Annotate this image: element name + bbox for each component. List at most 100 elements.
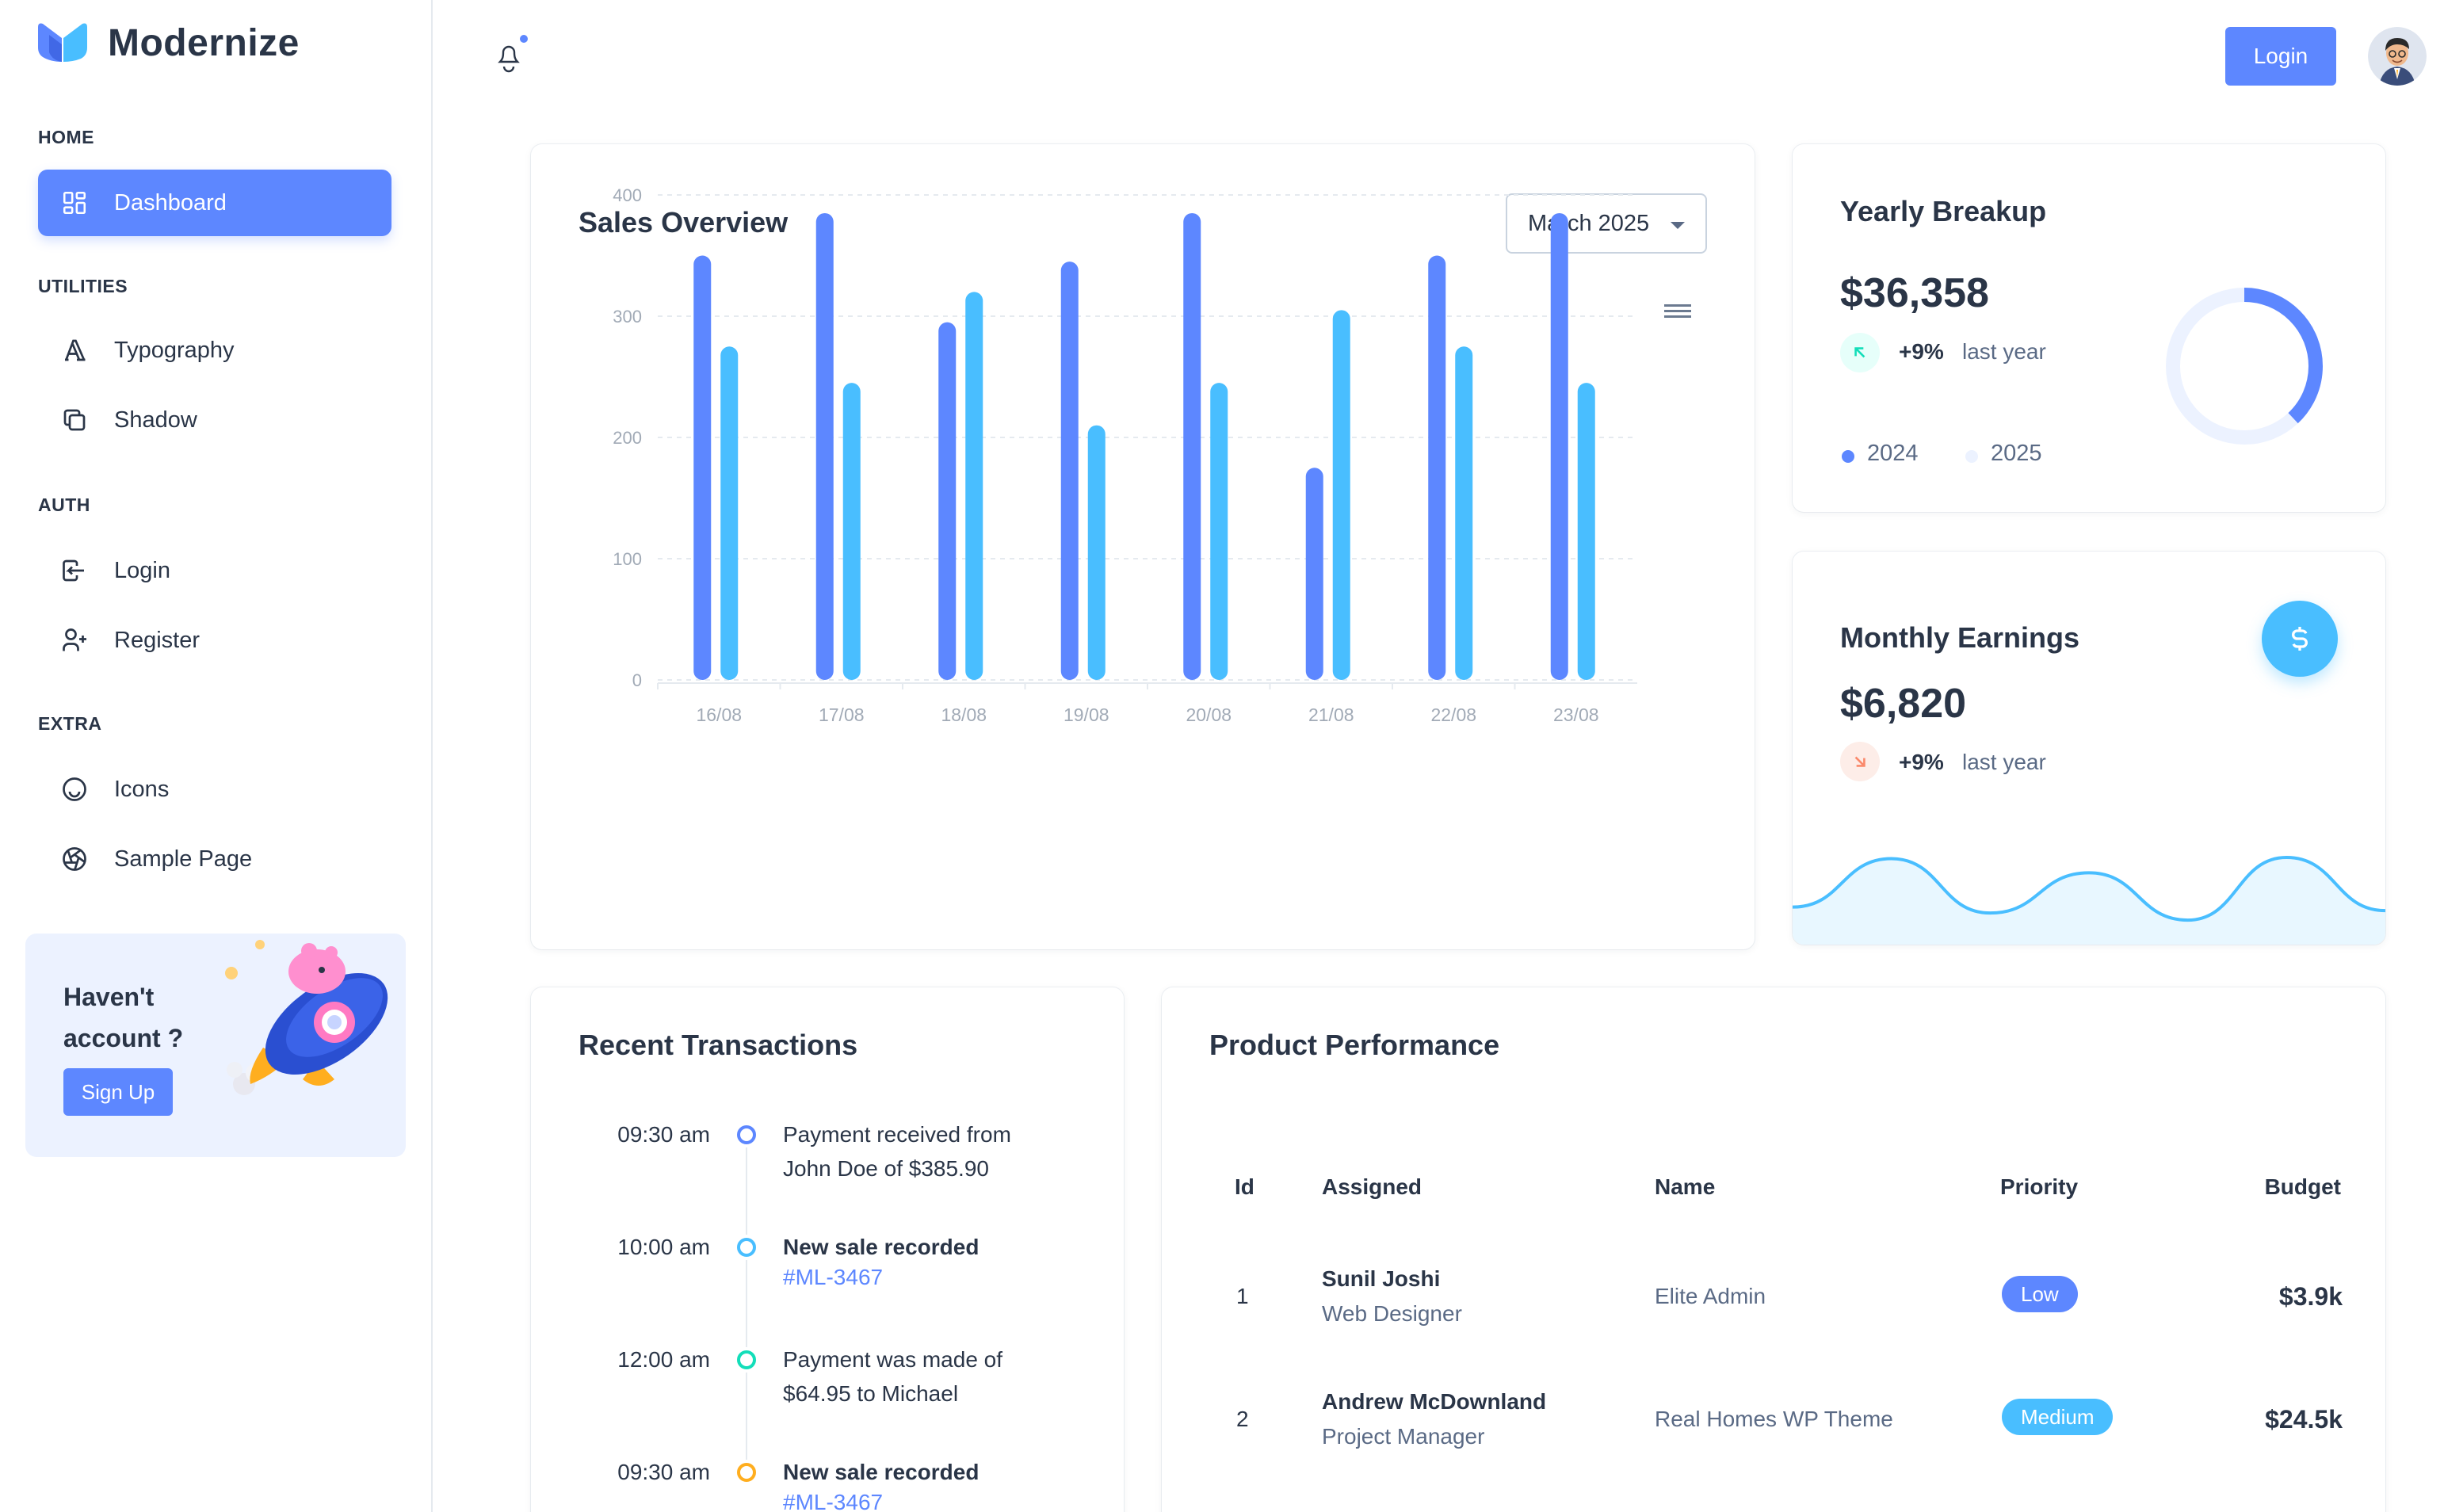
row-id: 1 — [1236, 1284, 1249, 1308]
y-tick-label: 100 — [613, 549, 642, 569]
bar-series-2[interactable] — [1577, 383, 1595, 680]
month-select[interactable]: March 2025 — [1506, 193, 1707, 254]
login-icon — [59, 555, 90, 586]
sidebar-item-dashboard[interactable]: Dashboard — [38, 170, 391, 236]
donut-slice-2[interactable] — [2166, 288, 2323, 445]
row-id: 2 — [1236, 1407, 1249, 1431]
bar-series-2[interactable] — [1332, 310, 1350, 680]
bar-series-1[interactable] — [1060, 262, 1079, 680]
nav-caption-utilities: UTILITIES — [38, 276, 128, 296]
bar-series-2[interactable] — [842, 383, 861, 680]
header-login-button[interactable]: Login — [2225, 27, 2336, 86]
y-tick-label: 0 — [632, 670, 642, 690]
bar-series-2[interactable] — [720, 346, 739, 680]
legend-label-2024: 2024 — [1867, 441, 1919, 466]
notification-bell-icon[interactable] — [490, 35, 529, 74]
arrow-down-right-icon — [1840, 742, 1880, 781]
sidebar-item-icons[interactable]: Icons — [38, 756, 391, 823]
brand[interactable]: Modernize — [35, 21, 300, 65]
copy-icon — [59, 404, 90, 436]
sales-overview-card: Sales Overview March 2025 0 100 200 300 400 1… — [531, 144, 1755, 949]
monthly-earnings-title: Monthly Earnings — [1840, 621, 2080, 654]
sidebar-item-label: Shadow — [114, 407, 197, 433]
x-tick-label: 20/08 — [1186, 704, 1232, 725]
sidebar: Modernize HOME Dashboard UTILITIES Typog… — [0, 0, 433, 1512]
transaction-link[interactable]: #ML-3467 — [783, 1490, 884, 1512]
y-tick-label: 400 — [613, 185, 642, 205]
sidebar-item-label: Login — [114, 557, 170, 583]
sidebar-item-sample-page[interactable]: Sample Page — [38, 826, 391, 892]
assigned-role: Project Manager — [1322, 1424, 1485, 1449]
y-tick-label: 300 — [613, 307, 642, 326]
sales-bar-chart: 0 100 200 300 400 16/08 17/08 18/08 19/08 20/08 21… — [613, 185, 1637, 725]
budget-value: $24.5k — [2265, 1405, 2343, 1434]
timeline-dot — [737, 1350, 756, 1369]
column-header-assigned: Assigned — [1322, 1174, 1422, 1199]
bar-series-1[interactable] — [693, 255, 712, 681]
sidebar-item-typography[interactable]: Typography — [38, 317, 391, 384]
bar-series-1[interactable] — [1550, 212, 1568, 680]
x-tick-label: 18/08 — [941, 704, 987, 725]
transaction-time: 12:00 am — [617, 1347, 710, 1372]
recent-transactions-card: Recent Transactions 09:30 am Payment rece… — [531, 987, 1124, 1512]
yearly-breakup-title: Yearly Breakup — [1840, 195, 2047, 227]
project-name: Elite Admin — [1655, 1284, 1766, 1308]
sign-up-button[interactable]: Sign Up — [63, 1068, 173, 1116]
monthly-earnings-card: Monthly Earnings $6,820 +9% last year — [1793, 552, 2385, 945]
mood-happy-icon — [59, 773, 90, 805]
nav-caption-auth: AUTH — [38, 494, 90, 515]
bar-series-1[interactable] — [1183, 212, 1201, 680]
legend-dot-2025 — [1965, 450, 1978, 463]
priority-badge: Low — [2002, 1276, 2078, 1312]
layout-dashboard-icon — [59, 187, 90, 219]
transaction-link[interactable]: #ML-3467 — [783, 1265, 884, 1289]
nav-caption-home: HOME — [38, 127, 94, 147]
sidebar-item-register[interactable]: Register — [38, 607, 391, 674]
typography-icon — [59, 334, 90, 366]
sidebar-item-login[interactable]: Login — [38, 537, 391, 604]
chart-menu-icon[interactable] — [1664, 300, 1693, 323]
bar-series-2[interactable] — [1455, 346, 1473, 680]
nav-caption-extra: EXTRA — [38, 713, 102, 734]
transaction-text: Payment received from John Doe of $385.9… — [783, 1122, 1011, 1181]
project-name: Real Homes WP Theme — [1655, 1407, 1893, 1431]
bar-series-1[interactable] — [1305, 468, 1323, 680]
bar-series-1[interactable] — [1428, 255, 1446, 681]
product-performance-card: Product Performance Id Assigned Name Pri… — [1162, 987, 2385, 1512]
transaction-time: 10:00 am — [617, 1235, 710, 1259]
yearly-trend-pct: +9% — [1899, 339, 1944, 364]
bar-series-1[interactable] — [815, 212, 834, 680]
monthly-earnings-sparkline — [1793, 855, 2385, 945]
legend-dot-2024 — [1842, 450, 1854, 463]
x-tick-label: 19/08 — [1064, 704, 1109, 725]
timeline-connector — [746, 1147, 747, 1235]
column-header-budget: Budget — [2264, 1174, 2341, 1199]
assigned-role: Web Designer — [1322, 1301, 1462, 1326]
monthly-trend-pct: +9% — [1899, 750, 1944, 774]
bar-series-2[interactable] — [1087, 425, 1106, 680]
timeline-dot — [737, 1463, 756, 1482]
aperture-icon — [59, 843, 90, 875]
x-tick-label: 16/08 — [696, 704, 742, 725]
currency-dollar-icon[interactable] — [2262, 601, 2338, 677]
timeline-connector — [746, 1373, 747, 1460]
sparkline-area — [1793, 857, 2385, 945]
user-avatar[interactable] — [2368, 27, 2427, 86]
yearly-donut-chart — [2166, 288, 2323, 445]
month-select-value: March 2025 — [1528, 210, 1650, 236]
x-tick-label: 22/08 — [1430, 704, 1476, 725]
modernize-logo-icon — [38, 23, 87, 62]
timeline-dot — [737, 1125, 756, 1144]
yearly-breakup-card: Yearly Breakup $36,358 +9% last year 202… — [1793, 144, 2385, 512]
x-tick-label: 17/08 — [819, 704, 865, 725]
transaction-time: 09:30 am — [617, 1460, 710, 1484]
bar-series-1[interactable] — [938, 322, 957, 680]
x-tick-label: 21/08 — [1308, 704, 1354, 725]
sidebar-item-shadow[interactable]: Shadow — [38, 387, 391, 453]
bar-series-2[interactable] — [965, 292, 983, 680]
bar-series-2[interactable] — [1210, 383, 1228, 680]
sidebar-item-label: Dashboard — [114, 189, 227, 216]
transaction-text: New sale recorded — [783, 1235, 980, 1259]
column-header-id: Id — [1235, 1174, 1254, 1199]
transaction-text: New sale recorded — [783, 1460, 980, 1484]
